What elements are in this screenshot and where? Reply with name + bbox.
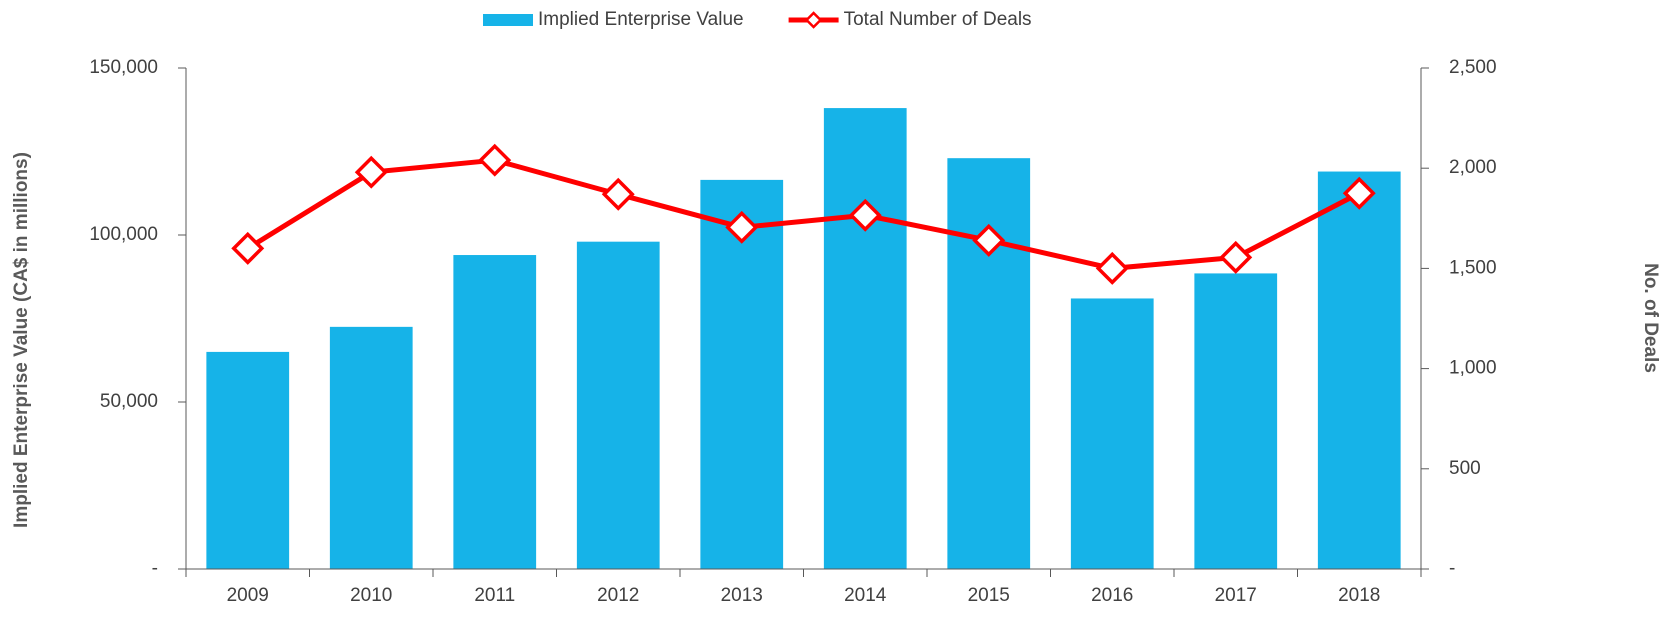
bar: [576, 241, 660, 569]
marker: [972, 223, 1006, 257]
x-tick-label: 2012: [597, 585, 639, 606]
x-tick-label: 2016: [1091, 585, 1133, 606]
x-tick-label: 2013: [721, 585, 763, 606]
marker: [1342, 176, 1376, 210]
marker: [231, 231, 265, 265]
x-tick-label: 2015: [968, 585, 1010, 606]
bar: [453, 255, 537, 570]
x-tick-label: 2009: [227, 585, 269, 606]
legend-label: Total Number of Deals: [844, 9, 1032, 30]
y2-tick-label: -: [1449, 558, 1455, 579]
legend-swatch: [483, 14, 533, 26]
bar: [1317, 171, 1401, 570]
marker: [478, 143, 512, 177]
x-tick-label: 2018: [1338, 585, 1380, 606]
x-tick-label: 2017: [1215, 585, 1257, 606]
y-tick-label: 100,000: [89, 224, 158, 245]
marker: [725, 210, 759, 244]
x-tick-label: 2010: [350, 585, 392, 606]
x-tick-label: 2014: [844, 585, 887, 606]
line: [246, 157, 1361, 271]
legend-marker: [804, 11, 823, 29]
bar: [947, 158, 1031, 569]
y2-tick-label: 1,500: [1449, 257, 1497, 278]
bar: [1070, 298, 1154, 569]
marker: [1219, 240, 1253, 274]
y2-tick-label: 500: [1449, 458, 1481, 479]
marker: [601, 177, 635, 211]
x-tick-label: 2011: [474, 585, 515, 606]
y2-tick-label: 2,500: [1449, 57, 1497, 78]
y-axis-title: Implied Enterprise Value (CA$ in million…: [11, 152, 32, 528]
bar: [206, 351, 290, 569]
y2-tick-label: 2,000: [1449, 157, 1497, 178]
marker: [848, 198, 882, 232]
bar: [329, 326, 413, 569]
y2-axis-title: No. of Deals: [1640, 263, 1661, 373]
y-tick-label: 150,000: [89, 57, 158, 78]
bar: [823, 108, 907, 569]
y-tick-label: -: [152, 558, 158, 579]
legend-label: Implied Enterprise Value: [538, 9, 744, 30]
bar: [1194, 273, 1278, 569]
y2-tick-label: 1,000: [1449, 358, 1497, 379]
marker: [1095, 251, 1129, 285]
marker: [354, 155, 388, 189]
y-tick-label: 50,000: [100, 391, 158, 412]
bar: [700, 179, 784, 569]
